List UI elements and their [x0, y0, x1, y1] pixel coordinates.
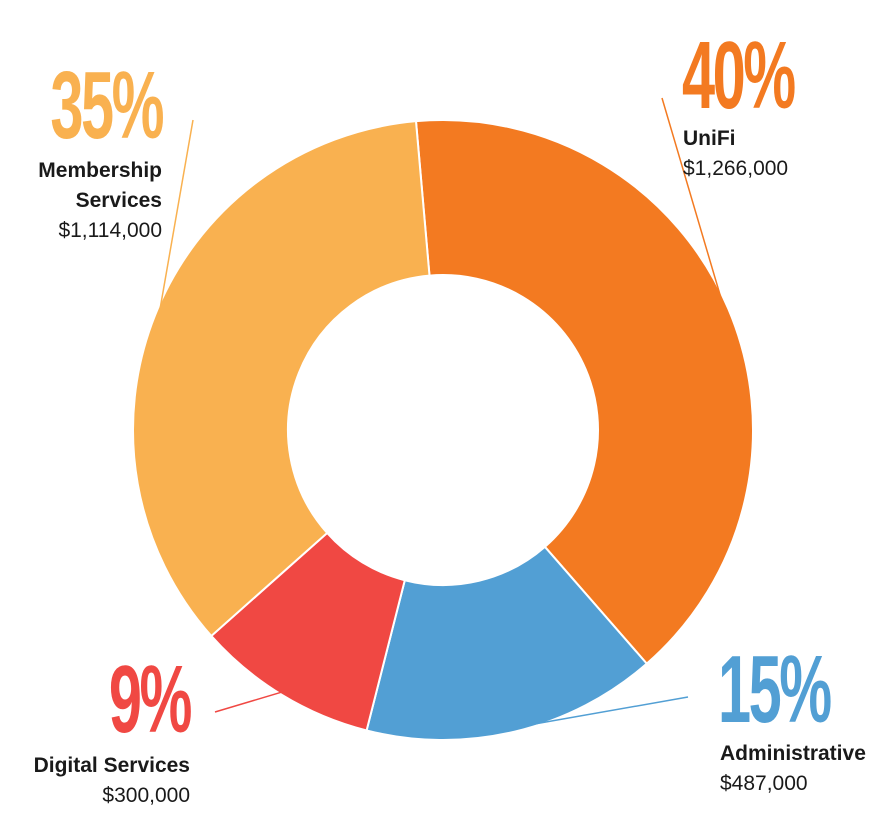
- slice-administrative: [365, 545, 649, 741]
- value-label-unifi: $1,266,000: [683, 157, 788, 180]
- leader-line-membership-services: [157, 119, 194, 318]
- percent-label-digital-services: 9%: [109, 645, 191, 752]
- donut-slices: [132, 119, 754, 741]
- leader-line-administrative: [513, 696, 689, 729]
- name-label-digital-services: Digital Services: [34, 754, 190, 777]
- slice-unifi: [414, 119, 754, 666]
- percent-label-administrative: 15%: [718, 635, 831, 742]
- slice-labels: 40%UniFi $1,266,000 15%Administrative $487,…: [34, 21, 866, 807]
- percent-label-unifi: 40%: [682, 21, 795, 128]
- value-label-administrative: $487,000: [720, 772, 808, 795]
- value-label-digital-services: $300,000: [102, 784, 190, 807]
- leader-lines: [157, 97, 726, 729]
- percent-label-membership-services: 35%: [50, 51, 163, 158]
- name-label-unifi: UniFi: [683, 127, 736, 150]
- name-label-administrative: Administrative: [720, 742, 866, 765]
- leader-line-digital-services: [214, 690, 285, 713]
- slice-membership-services: [132, 120, 431, 638]
- name-label-membership-services-1: Membership: [38, 159, 162, 182]
- name-label-membership-services-2: Services: [76, 189, 162, 212]
- value-label-membership-services: $1,114,000: [58, 219, 162, 242]
- leader-line-unifi: [661, 97, 726, 311]
